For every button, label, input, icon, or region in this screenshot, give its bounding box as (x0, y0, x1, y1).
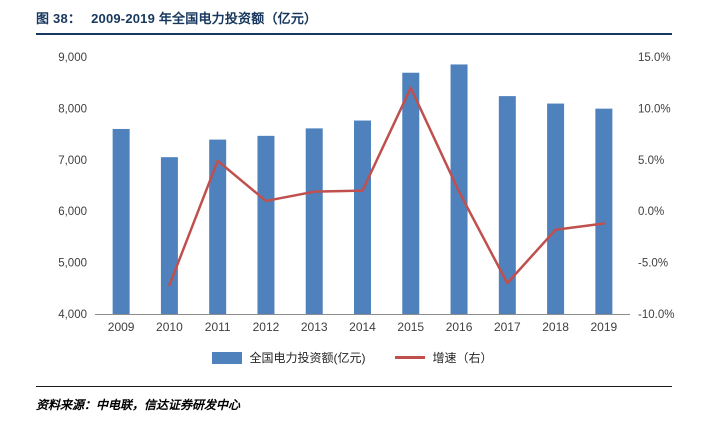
source-note: 资料来源：中电联，信达证券研发中心 (36, 386, 672, 413)
left-axis-tick-label: 8,000 (58, 103, 87, 115)
x-axis-category-label: 2018 (542, 320, 569, 334)
right-axis-tick-label: -10.0% (638, 309, 674, 321)
legend-item-growth: 增速（右） (395, 349, 493, 366)
right-axis-tick-label: 10.0% (638, 103, 671, 115)
bar-2010 (160, 157, 178, 314)
x-axis-category-label: 2014 (349, 320, 376, 334)
x-axis-category-label: 2012 (253, 320, 280, 334)
bar-2014 (354, 120, 371, 315)
right-axis-tick-label: -5.0% (638, 258, 668, 270)
bar-2019 (595, 108, 613, 314)
legend-item-investment: 全国电力投资额(亿元) (212, 349, 365, 366)
figure-header: 图 38： 2009-2019 年全国电力投资额（亿元） (36, 8, 672, 35)
bar-2011 (209, 139, 227, 314)
bar-series-swatch-icon (212, 351, 243, 364)
x-axis-category-label: 2009 (108, 320, 135, 334)
growth-rate-line (168, 86, 606, 287)
bar-2018 (547, 103, 565, 315)
x-axis-category-label: 2015 (397, 320, 424, 334)
bar-2009 (112, 128, 130, 314)
legend-label-growth: 增速（右） (432, 351, 493, 365)
chart-title: 2009-2019 年全国电力投资额（亿元） (91, 11, 318, 26)
x-axis-category-label: 2013 (301, 320, 328, 334)
figure-number-label: 图 38： (36, 11, 82, 26)
left-axis-tick-label: 7,000 (58, 155, 87, 167)
line-series-swatch-icon (395, 356, 426, 359)
source-text: 资料来源：中电联，信达证券研发中心 (36, 398, 241, 412)
x-axis-category-label: 2016 (446, 320, 473, 334)
left-axis-tick-label: 5,000 (58, 258, 87, 270)
legend-label-investment: 全国电力投资额(亿元) (249, 351, 366, 365)
x-axis-category-label: 2017 (494, 320, 521, 334)
left-axis-tick-label: 9,000 (58, 52, 87, 64)
x-axis-category-label: 2019 (591, 320, 618, 334)
bar-2012 (257, 135, 275, 314)
left-axis-tick-label: 4,000 (58, 309, 87, 321)
bar-2015 (402, 72, 420, 315)
right-axis-tick-label: 5.0% (638, 155, 664, 167)
left-axis-tick-label: 6,000 (58, 206, 87, 218)
bar-2017 (498, 96, 516, 314)
right-axis-tick-label: 0.0% (638, 206, 664, 218)
right-axis-tick-label: 15.0% (638, 52, 671, 64)
chart-legend: 全国电力投资额(亿元) 增速（右） (0, 349, 705, 366)
bar-2013 (305, 128, 323, 314)
x-axis-category-label: 2010 (156, 320, 183, 334)
chart-canvas: 4,000 5,000 6,000 7,000 8,000 9,000 -10.0% -5.0… (58, 52, 674, 334)
x-axis-category-label: 2011 (205, 320, 231, 334)
